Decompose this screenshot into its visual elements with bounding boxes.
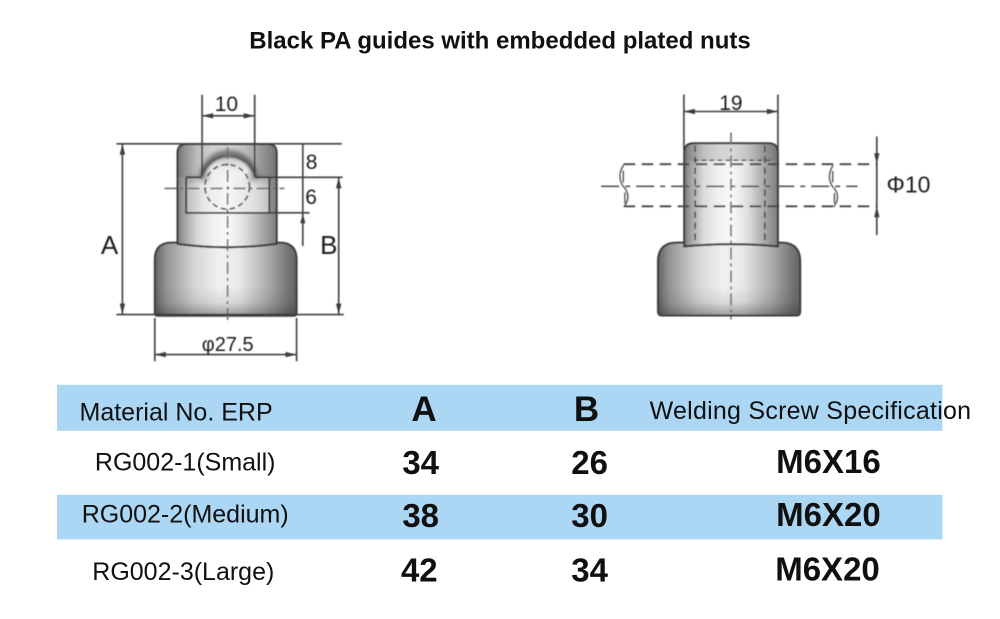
svg-text:RG002-2(Medium): RG002-2(Medium) (82, 500, 289, 528)
svg-text:B: B (574, 390, 599, 429)
svg-text:38: 38 (402, 497, 439, 534)
svg-text:34: 34 (571, 552, 608, 589)
svg-text:19: 19 (719, 92, 742, 115)
svg-text:Material No. ERP: Material No. ERP (80, 398, 273, 426)
svg-text:30: 30 (571, 497, 608, 534)
svg-text:M6X16: M6X16 (776, 443, 881, 480)
svg-text:Φ10: Φ10 (887, 172, 931, 198)
svg-text:Welding Screw Specification: Welding Screw Specification (650, 397, 972, 425)
svg-text:RG002-3(Large): RG002-3(Large) (92, 558, 274, 586)
svg-text:M6X20: M6X20 (776, 496, 881, 533)
svg-text:M6X20: M6X20 (775, 551, 880, 588)
svg-text:34: 34 (402, 444, 439, 481)
svg-text:42: 42 (401, 552, 438, 589)
svg-text:φ27.5: φ27.5 (202, 334, 254, 356)
svg-text:8: 8 (306, 151, 318, 174)
svg-text:A: A (101, 230, 119, 260)
svg-text:10: 10 (215, 93, 238, 116)
svg-text:A: A (411, 390, 436, 429)
svg-text:26: 26 (571, 444, 608, 481)
svg-text:Black PA guides with embedded: Black PA guides with embedded plated nut… (249, 27, 750, 54)
svg-text:B: B (320, 230, 337, 260)
svg-text:6: 6 (305, 186, 317, 209)
svg-text:RG002-1(Small): RG002-1(Small) (95, 448, 276, 476)
